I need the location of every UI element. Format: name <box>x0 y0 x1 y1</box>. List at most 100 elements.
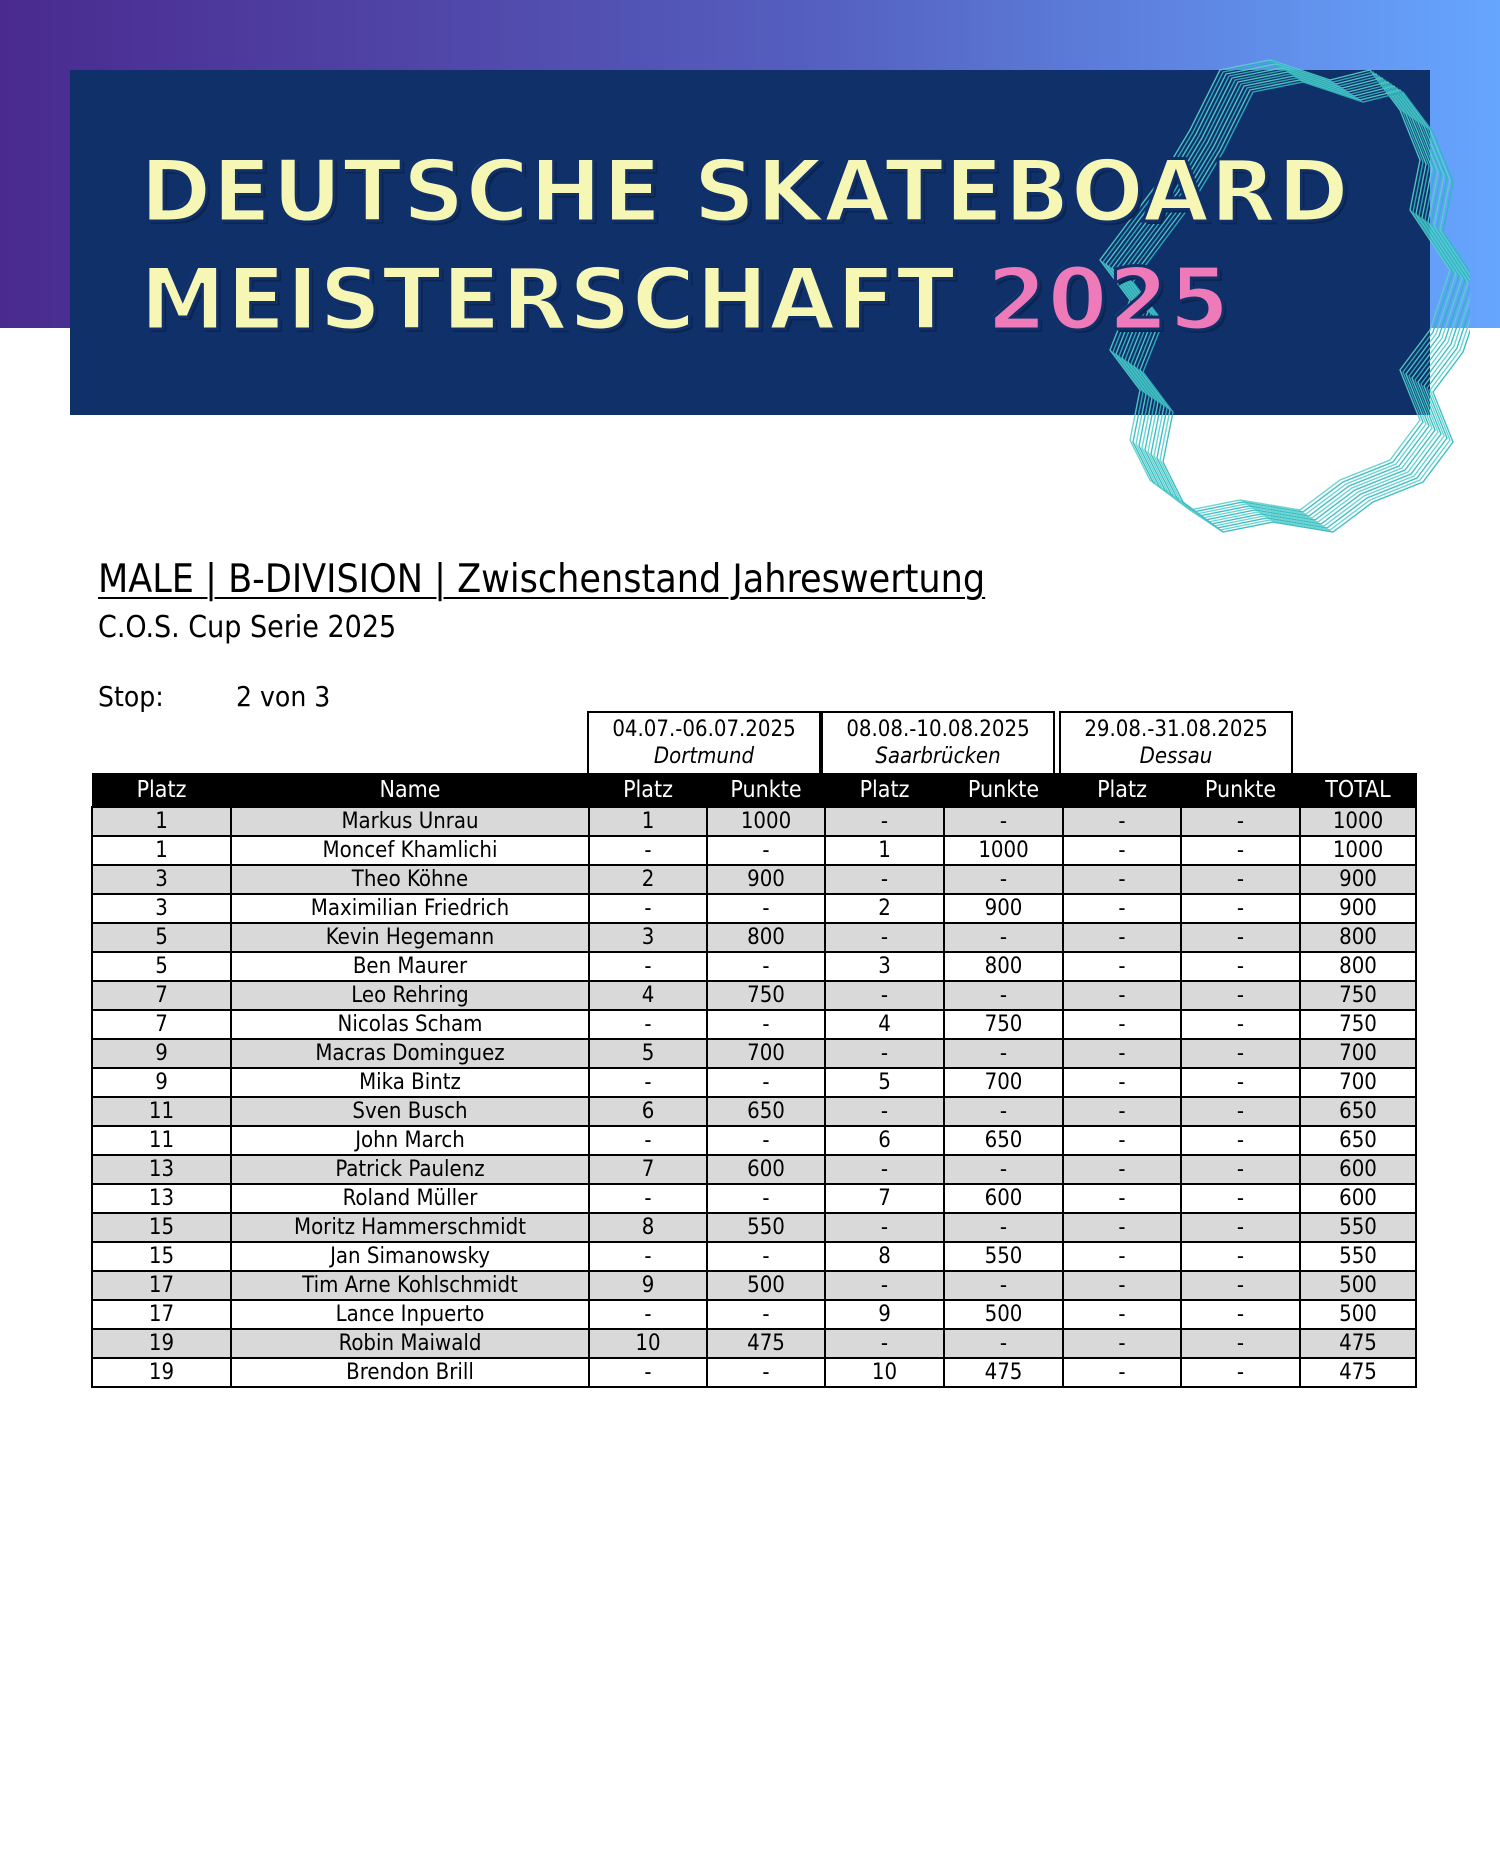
table-cell: Tim Arne Kohlschmidt <box>230 1270 590 1301</box>
table-cell: 11 <box>91 1096 232 1127</box>
table-cell: - <box>1180 1328 1301 1359</box>
table-row: 19 Robin Maiwald 10 475- - - -475 <box>91 1328 1417 1359</box>
table-cell: 650 <box>706 1096 826 1127</box>
table-cell: 8 <box>824 1241 945 1272</box>
table-cell: 700 <box>943 1067 1064 1098</box>
event-date: 29.08.-31.08.2025 <box>1084 717 1268 742</box>
table-cell: 13 <box>91 1183 232 1214</box>
table-cell: - <box>1062 980 1182 1011</box>
table-cell: 9 <box>91 1038 232 1069</box>
table-cell: 700 <box>1299 1038 1417 1069</box>
table-cell: - <box>824 1270 945 1301</box>
banner-year: 2025 <box>985 249 1231 352</box>
table-cell: 475 <box>706 1328 826 1359</box>
table-cell: Ben Maurer <box>230 951 590 982</box>
table-cell: 9 <box>588 1270 708 1301</box>
table-cell: 550 <box>1299 1241 1417 1272</box>
table-cell: Moncef Khamlichi <box>230 835 590 866</box>
table-cell: 800 <box>1299 951 1417 982</box>
table-cell: - <box>1180 864 1301 895</box>
table-cell: Maximilian Friedrich <box>230 893 590 924</box>
event-city: Saarbrücken <box>875 744 1001 769</box>
table-cell: - <box>1062 864 1182 895</box>
table-cell: 900 <box>1299 893 1417 924</box>
table-cell: - <box>1062 1357 1182 1388</box>
table-cell: - <box>588 1067 708 1098</box>
table-row: 9 Mika Bintz - -5 700- -700 <box>91 1067 1417 1098</box>
table-cell: - <box>943 1212 1064 1243</box>
table-cell: - <box>824 1096 945 1127</box>
table-cell: Robin Maiwald <box>230 1328 590 1359</box>
table-row: 1 Moncef Khamlichi - -1 1000- -1000 <box>91 835 1417 866</box>
table-cell: Nicolas Scham <box>230 1009 590 1040</box>
table-cell: 7 <box>588 1154 708 1185</box>
column-header: Platz <box>1062 773 1182 808</box>
table-cell: 19 <box>91 1328 232 1359</box>
table-cell: - <box>943 1270 1064 1301</box>
table-cell: 500 <box>706 1270 826 1301</box>
table-cell: - <box>1062 1125 1182 1156</box>
table-cell: 5 <box>91 951 232 982</box>
table-cell: 3 <box>91 893 232 924</box>
table-cell: 9 <box>824 1299 945 1330</box>
table-row: 5 Kevin Hegemann 3 800- - - -800 <box>91 922 1417 953</box>
banner-title-word: MEISTERSCHAFT <box>139 249 957 352</box>
table-cell: - <box>824 922 945 953</box>
table-row: 19 Brendon Brill - -10 475- -475 <box>91 1357 1417 1388</box>
table-header-row: Platz Name Platz Punkte Platz Punkte Platz Punk… <box>91 773 1417 808</box>
table-cell: - <box>1180 1299 1301 1330</box>
table-cell: Markus Unrau <box>230 806 590 837</box>
table-cell: - <box>824 864 945 895</box>
table-cell: - <box>1062 1067 1182 1098</box>
table-cell: - <box>706 835 826 866</box>
table-cell: - <box>1062 1009 1182 1040</box>
column-header: Punkte <box>943 773 1064 808</box>
table-cell: 750 <box>1299 980 1417 1011</box>
page-heading: MALE | B-DIVISION | Zwischenstand Jahres… <box>98 557 986 602</box>
table-cell: Sven Busch <box>230 1096 590 1127</box>
table-cell: 4 <box>588 980 708 1011</box>
table-cell: Brendon Brill <box>230 1357 590 1388</box>
column-header: Platz <box>824 773 945 808</box>
table-cell: - <box>1180 980 1301 1011</box>
table-cell: - <box>706 1009 826 1040</box>
table-cell: 750 <box>943 1009 1064 1040</box>
column-header: Punkte <box>1180 773 1301 808</box>
table-cell: - <box>588 835 708 866</box>
table-cell: - <box>1062 1154 1182 1185</box>
event-header-1: 04.07.-06.07.2025 Dortmund <box>587 711 821 773</box>
table-cell: - <box>1062 1299 1182 1330</box>
table-cell: 550 <box>706 1212 826 1243</box>
table-cell: 7 <box>91 1009 232 1040</box>
table-cell: - <box>1180 806 1301 837</box>
table-cell: - <box>824 1038 945 1069</box>
table-cell: 1000 <box>1299 806 1417 837</box>
table-row: 7 Nicolas Scham - -4 750- -750 <box>91 1009 1417 1040</box>
stop-label: Stop: <box>98 680 164 713</box>
table-cell: - <box>943 1038 1064 1069</box>
table-cell: 1 <box>91 806 232 837</box>
standings-table: Platz Name Platz Punkte Platz Punkte Platz Punk… <box>91 773 1417 1388</box>
column-header: TOTAL <box>1299 773 1417 808</box>
table-cell: 3 <box>91 864 232 895</box>
table-cell: 700 <box>1299 1067 1417 1098</box>
table-cell: - <box>706 1125 826 1156</box>
table-row: 9 Macras Dominguez 5 700- - - -700 <box>91 1038 1417 1069</box>
table-row: 15 Moritz Hammerschmidt 8 550- - - -550 <box>91 1212 1417 1243</box>
table-cell: - <box>588 1357 708 1388</box>
table-cell: 600 <box>1299 1154 1417 1185</box>
column-header: Name <box>230 773 590 808</box>
banner-title-line-2: MEISTERSCHAFT 2025 <box>139 246 1290 354</box>
table-cell: Kevin Hegemann <box>230 922 590 953</box>
table-cell: - <box>588 1183 708 1214</box>
table-row: 7 Leo Rehring 4 750- - - -750 <box>91 980 1417 1011</box>
table-cell: - <box>706 951 826 982</box>
table-cell: - <box>943 806 1064 837</box>
table-cell: - <box>1062 1183 1182 1214</box>
table-cell: - <box>1180 1067 1301 1098</box>
table-cell: John March <box>230 1125 590 1156</box>
table-cell: 1000 <box>943 835 1064 866</box>
table-cell: 8 <box>588 1212 708 1243</box>
table-cell: - <box>1062 1038 1182 1069</box>
table-cell: - <box>1180 1183 1301 1214</box>
